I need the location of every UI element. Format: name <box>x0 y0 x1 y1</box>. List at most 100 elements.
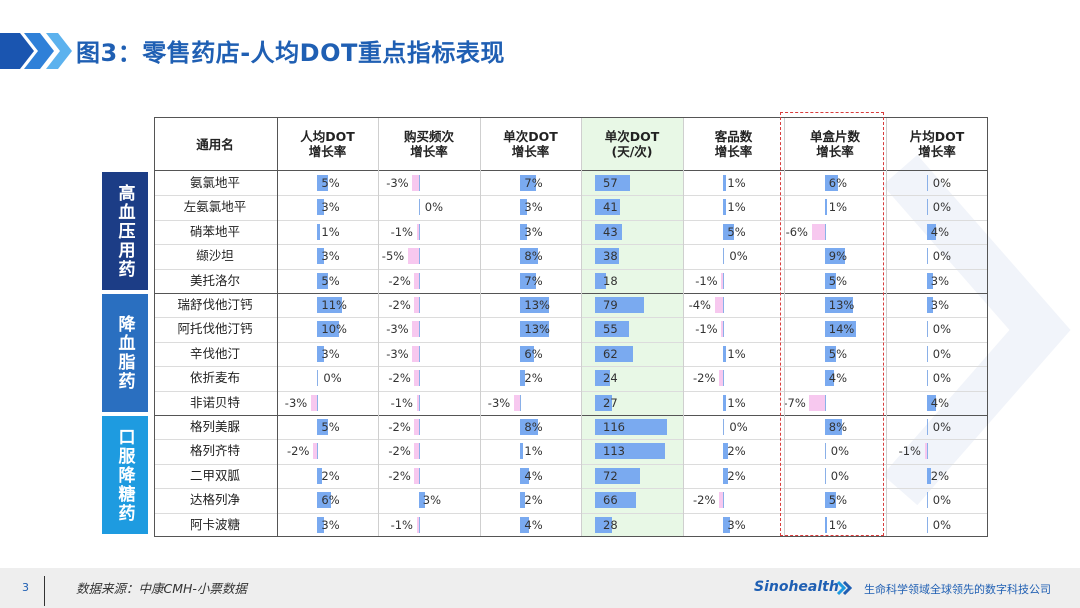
growth-value: 13% <box>828 298 855 312</box>
bar-axis <box>824 443 826 460</box>
row-divider <box>154 512 988 514</box>
group-label: 降血脂药 <box>102 294 148 412</box>
positive-bar <box>520 516 530 533</box>
bar-axis <box>418 199 420 216</box>
positive-bar <box>824 321 856 338</box>
negative-bar <box>721 272 724 289</box>
growth-value: 0% <box>932 371 952 386</box>
dot-days-bar <box>595 248 619 265</box>
negative-bar <box>416 394 419 411</box>
growth-value: 2% <box>930 468 950 483</box>
dot-days-bar <box>595 321 630 338</box>
column-divider <box>277 118 278 536</box>
positive-bar <box>926 223 936 240</box>
positive-bar <box>824 248 845 265</box>
bar-axis <box>418 297 420 313</box>
dot-days-value: 62 <box>603 346 618 361</box>
negative-bar <box>809 394 825 411</box>
bar-axis <box>418 175 420 191</box>
bar-axis <box>926 370 928 387</box>
bar-axis <box>418 467 420 484</box>
growth-value: 1% <box>828 200 848 215</box>
positive-bar <box>723 223 735 240</box>
growth-value: 14% <box>828 322 855 337</box>
bar-axis <box>824 223 826 240</box>
dot-days-value: 55 <box>603 322 618 337</box>
positive-bar <box>824 370 834 387</box>
dot-days-value: 116 <box>603 420 625 434</box>
growth-value: 0% <box>729 249 748 264</box>
drug-name: 依折麦布 <box>189 370 240 386</box>
dot-days-value: 18 <box>603 273 618 288</box>
dot-days-value: 41 <box>603 200 618 215</box>
negative-bar <box>407 248 419 265</box>
dot-days-bar <box>595 345 634 362</box>
negative-bar <box>924 443 927 460</box>
growth-value: -1% <box>695 322 718 337</box>
growth-value: 7% <box>524 273 543 288</box>
growth-value: 0% <box>932 322 952 337</box>
negative-bar <box>416 516 419 533</box>
row-divider <box>154 244 988 246</box>
dot-days-bar <box>595 443 666 460</box>
header-col-2: 购买频次 增长率 <box>403 129 454 159</box>
growth-value: 8% <box>524 420 543 434</box>
bar-axis <box>418 394 420 411</box>
row-divider <box>154 317 988 319</box>
positive-bar <box>926 272 934 289</box>
growth-value: 2% <box>727 444 746 459</box>
positive-bar <box>520 443 523 460</box>
bar-axis <box>723 321 725 338</box>
bar-axis <box>723 492 725 509</box>
growth-value: 3% <box>321 517 340 532</box>
bar-axis <box>926 443 928 460</box>
growth-value: 4% <box>524 517 543 532</box>
footer: 3 数据来源：中康CMH-小票数据 Sinohealth 生命科学领域全球领先的… <box>0 568 1080 608</box>
growth-value: -3% <box>487 395 511 410</box>
growth-value: 0% <box>323 371 342 386</box>
bar-axis <box>926 492 928 509</box>
positive-bar <box>723 394 726 411</box>
positive-bar <box>520 321 549 338</box>
growth-value: -1% <box>898 444 921 459</box>
bar-axis <box>317 394 319 411</box>
growth-value: 5% <box>321 176 340 190</box>
growth-value: -2% <box>388 444 411 459</box>
row-divider <box>154 463 988 465</box>
growth-value: 0% <box>932 517 952 532</box>
positive-bar <box>824 199 827 216</box>
positive-bar <box>520 345 534 362</box>
drug-name: 阿卡波糖 <box>189 516 240 532</box>
growth-value: 4% <box>828 371 848 386</box>
column-divider <box>987 118 988 536</box>
negative-bar <box>719 492 724 509</box>
bar-axis <box>926 345 928 362</box>
growth-value: 3% <box>422 493 442 508</box>
growth-value: 11% <box>321 298 347 312</box>
bar-axis <box>926 419 928 435</box>
growth-value: -2% <box>693 371 716 386</box>
bar-axis <box>723 297 725 313</box>
drug-name: 非诺贝特 <box>189 394 240 410</box>
growth-value: 1% <box>727 395 746 410</box>
positive-bar <box>317 297 342 313</box>
dot-days-bar <box>595 223 622 240</box>
negative-bar <box>412 175 419 191</box>
drug-name: 氨氯地平 <box>189 175 240 190</box>
watermark-logo <box>882 154 1071 506</box>
row-divider <box>154 439 988 441</box>
negative-bar <box>513 394 521 411</box>
dot-days-bar <box>595 467 640 484</box>
bar-axis <box>926 199 928 216</box>
growth-value: -2% <box>388 420 411 434</box>
row-divider <box>154 415 988 416</box>
dot-days-bar <box>595 419 667 435</box>
negative-bar <box>811 223 825 240</box>
growth-value: 13% <box>524 322 550 337</box>
drug-name: 阿托伐他汀钙 <box>177 321 253 337</box>
positive-bar <box>824 516 827 533</box>
growth-value: -3% <box>386 176 409 190</box>
positive-bar <box>317 175 329 191</box>
drug-name: 辛伐他汀 <box>189 345 240 361</box>
growth-value: 0% <box>932 346 952 361</box>
